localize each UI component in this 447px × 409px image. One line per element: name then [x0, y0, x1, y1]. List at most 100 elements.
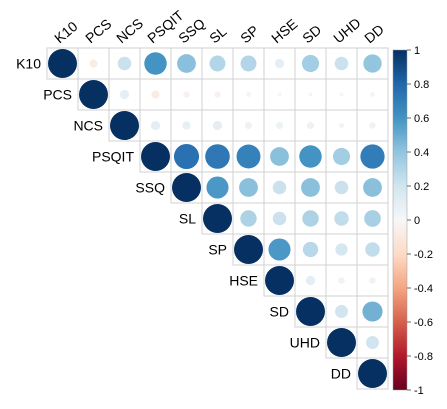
corr-circle-pcs-sl — [214, 91, 221, 98]
row-label-dd: DD — [331, 366, 351, 382]
corr-circle-pcs-sp — [245, 91, 252, 98]
column-label-sp: SP — [237, 22, 262, 46]
colorbar-tick-label: 0.6 — [414, 113, 429, 125]
corr-circle-ncs-psqit — [150, 120, 161, 131]
corr-circle-pcs-uhd — [339, 92, 344, 97]
corr-circle-pcs-hse — [277, 92, 282, 97]
corr-circle-psqit-sd — [299, 145, 322, 168]
corr-circle-psqit-hse — [270, 147, 289, 166]
corr-circle-pcs-sd — [308, 92, 313, 97]
corr-circle-ncs-sd — [306, 121, 315, 130]
corr-circle-k10-uhd — [334, 56, 349, 71]
corr-circle-sp-uhd — [335, 243, 348, 256]
corr-circle-ssq-sd — [301, 178, 320, 197]
corr-circle-k10-k10 — [48, 49, 77, 78]
corr-circle-hse-hse — [265, 266, 294, 295]
corr-circle-sd-dd — [362, 301, 383, 322]
corr-circle-pcs-ncs — [119, 89, 130, 100]
corr-circle-psqit-dd — [360, 144, 385, 169]
colorbar-tick-label: -1 — [414, 385, 424, 397]
corr-circle-k10-pcs — [89, 59, 98, 68]
colorbar-tick-label: 0 — [414, 215, 420, 227]
corr-circle-sd-uhd — [335, 305, 348, 318]
colorbar-tick-label: 0.2 — [414, 181, 429, 193]
column-label-dd: DD — [361, 21, 387, 46]
colorbar-tick-label: 1 — [414, 45, 420, 57]
row-label-sd: SD — [270, 304, 289, 320]
corr-circle-ssq-ssq — [172, 173, 201, 202]
corr-circle-sl-hse — [272, 211, 287, 226]
corr-circle-ncs-dd — [369, 122, 376, 129]
grid-cell — [356, 357, 389, 390]
corr-circle-sl-sl — [203, 204, 232, 233]
row-label-sp: SP — [208, 242, 227, 258]
row-label-pcs: PCS — [43, 87, 72, 103]
colorbar-tick-label: 0.4 — [414, 147, 429, 159]
correlation-circles — [48, 49, 387, 388]
corr-circle-psqit-psqit — [141, 142, 170, 171]
corr-circle-pcs-psqit — [151, 90, 160, 99]
corr-circle-ncs-sp — [244, 121, 253, 130]
corr-circle-sp-sd — [302, 241, 319, 258]
row-label-ncs: NCS — [73, 118, 103, 134]
row-label-ssq: SSQ — [135, 180, 165, 196]
corr-circle-psqit-ssq — [173, 143, 200, 170]
column-label-ncs: NCS — [113, 15, 146, 46]
corr-circle-uhd-uhd — [327, 328, 356, 357]
corr-circle-pcs-ssq — [183, 91, 190, 98]
corr-circle-dd-dd — [358, 359, 387, 388]
corr-circle-k10-sl — [209, 55, 226, 72]
column-label-pcs: PCS — [82, 16, 114, 47]
column-label-sl: SL — [206, 23, 230, 46]
colorbar-gradient — [392, 49, 408, 391]
column-label-sd: SD — [299, 22, 324, 47]
corr-circle-psqit-sl — [205, 144, 230, 169]
colorbar: 1 0.8 0.6 0.4 0.2 0 -0.2 -0.4 -0.6 -0.8 -1 — [392, 45, 433, 397]
corr-circle-ssq-dd — [363, 178, 382, 197]
colorbar-tick-label: 0.8 — [414, 79, 429, 91]
corr-circle-k10-psqit — [144, 52, 167, 75]
corr-circle-hse-uhd — [338, 277, 345, 284]
column-label-uhd: UHD — [330, 15, 364, 47]
corr-circle-ncs-sl — [212, 120, 223, 131]
column-label-hse: HSE — [268, 16, 300, 47]
colorbar-tick-label: -0.8 — [414, 351, 433, 363]
corr-circle-ssq-hse — [272, 180, 287, 195]
corr-circle-sl-uhd — [334, 211, 349, 226]
corr-circle-hse-dd — [369, 277, 376, 284]
corr-circle-sl-dd — [364, 210, 381, 227]
corr-circle-sp-sp — [234, 235, 263, 264]
corr-circle-psqit-uhd — [332, 147, 351, 166]
corr-circle-ncs-ncs — [110, 111, 139, 140]
corr-circle-pcs-pcs — [79, 80, 108, 109]
corr-circle-ssq-sl — [206, 176, 229, 199]
colorbar-tick-label: -0.6 — [414, 317, 433, 329]
corr-circle-ncs-uhd — [338, 122, 345, 129]
corr-circle-k10-hse — [274, 58, 285, 69]
colorbar-tick-label: -0.4 — [414, 283, 433, 295]
corr-circle-k10-ncs — [117, 56, 132, 71]
corr-circle-k10-sd — [301, 54, 320, 73]
row-label-k10: K10 — [16, 56, 41, 72]
corr-circle-pcs-dd — [369, 91, 376, 98]
corr-circle-psqit-sp — [236, 144, 261, 169]
row-label-psqit: PSQIT — [92, 149, 134, 165]
row-label-sl: SL — [179, 211, 196, 227]
corr-circle-k10-dd — [363, 54, 382, 73]
corr-circle-sl-sd — [302, 210, 319, 227]
row-label-hse: HSE — [229, 273, 258, 289]
corr-circle-sl-sp — [240, 210, 257, 227]
corr-circle-k10-sp — [240, 55, 257, 72]
corr-circle-ssq-sp — [239, 178, 258, 197]
column-label-k10: K10 — [51, 18, 81, 46]
corr-circle-uhd-dd — [366, 336, 379, 349]
corr-circle-hse-sd — [305, 275, 316, 286]
corr-circle-sp-hse — [268, 238, 291, 261]
corr-circle-sp-dd — [365, 242, 380, 257]
row-label-uhd: UHD — [290, 335, 320, 351]
grid — [46, 47, 389, 390]
colorbar-tick-label: -0.2 — [414, 249, 433, 261]
